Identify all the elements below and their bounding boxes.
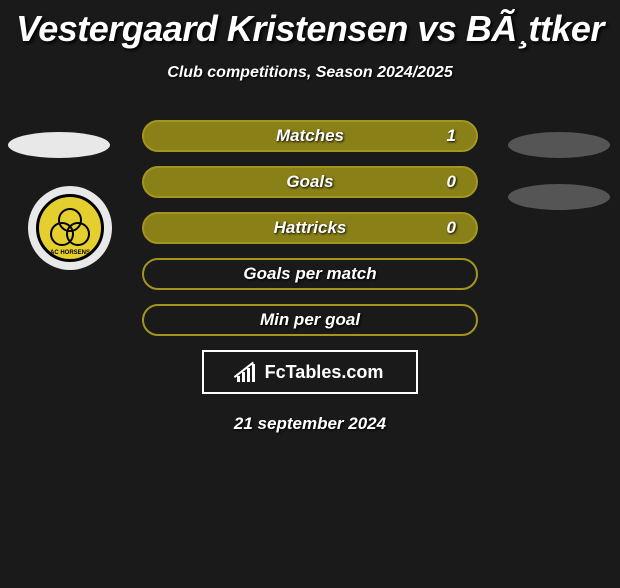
stat-row: Goals per match	[142, 258, 478, 290]
fctables-logo: FcTables.com	[202, 350, 418, 394]
stats-table: Matches 1 Goals 0 Hattricks 0 Goals per match M…	[142, 120, 478, 336]
club-badge: AC HORSENS	[28, 186, 112, 270]
stat-label: Matches	[276, 126, 344, 146]
stat-value: 0	[447, 218, 456, 238]
club-badge-text: AC HORSENS	[50, 250, 90, 256]
logo-text: FcTables.com	[265, 362, 384, 383]
stat-row: Matches 1	[142, 120, 478, 152]
club-badge-inner: AC HORSENS	[36, 194, 104, 262]
stat-label: Hattricks	[274, 218, 347, 238]
stat-row: Hattricks 0	[142, 212, 478, 244]
player-head-left	[8, 132, 110, 158]
stat-label: Goals per match	[243, 264, 376, 284]
date-text: 21 september 2024	[0, 414, 620, 434]
stat-label: Goals	[286, 172, 333, 192]
page-title: Vestergaard Kristensen vs BÃ¸ttker	[0, 8, 620, 50]
player-head-right-2	[508, 184, 610, 210]
stat-value: 0	[447, 172, 456, 192]
stat-label: Min per goal	[260, 310, 360, 330]
subtitle: Club competitions, Season 2024/2025	[0, 64, 620, 82]
stat-value: 1	[447, 126, 456, 146]
club-badge-venn-icon	[50, 208, 90, 248]
stat-row: Goals 0	[142, 166, 478, 198]
player-head-right	[508, 132, 610, 158]
stat-row: Min per goal	[142, 304, 478, 336]
chart-icon	[237, 362, 259, 382]
